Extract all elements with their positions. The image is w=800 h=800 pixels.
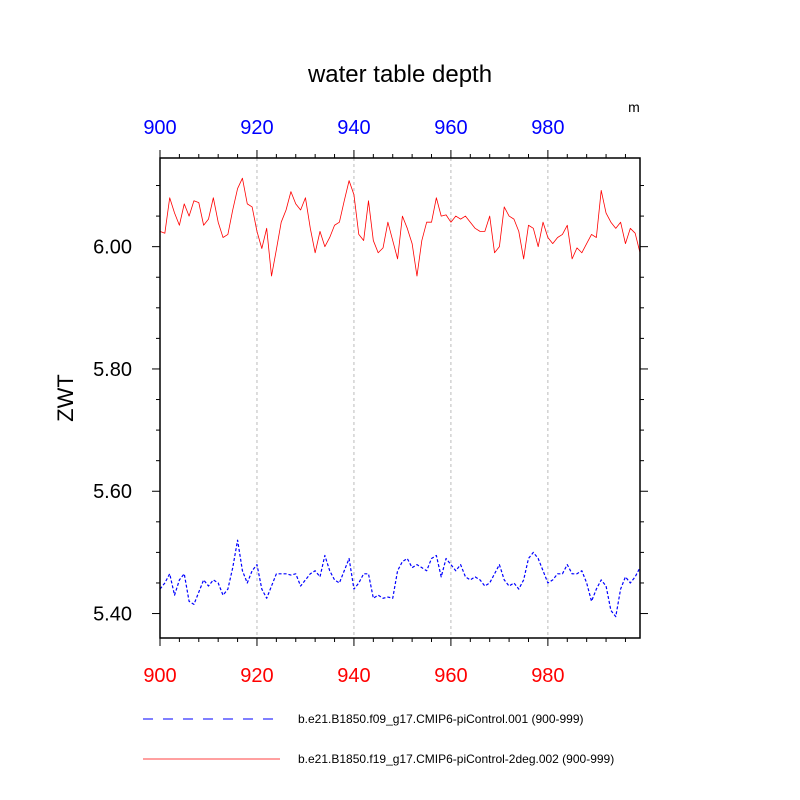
series-layer — [159, 177, 641, 618]
y-axis-label: ZWT — [53, 374, 78, 422]
y-tick-label: 5.60 — [93, 481, 132, 503]
x-tick-label-bottom: 900 — [143, 665, 176, 687]
plot-frame — [159, 157, 641, 639]
axis-ticks — [152, 150, 648, 646]
y-tick-label: 5.80 — [93, 359, 132, 381]
chart-title: water table depth — [307, 61, 492, 88]
units-label: m — [628, 99, 640, 115]
legend-label-series-1: b.e21.B1850.f09_g17.CMIP6-piControl.001 … — [298, 712, 584, 726]
x-tick-label-bottom: 960 — [434, 665, 467, 687]
axis-tick-labels: 900 900 920 920 940 940 960 960 980 980 5.40 5.60 5.… — [93, 117, 565, 687]
grid-lines — [256, 158, 549, 638]
x-tick-label-top: 980 — [531, 117, 564, 139]
x-tick-label-bottom: 940 — [337, 665, 370, 687]
x-tick-label-bottom: 920 — [240, 665, 273, 687]
x-tick-label-bottom: 980 — [531, 665, 564, 687]
x-tick-label-top: 920 — [240, 117, 273, 139]
series-line-2 — [159, 177, 641, 277]
legend: b.e21.B1850.f09_g17.CMIP6-piControl.001 … — [143, 712, 614, 766]
x-tick-label-top: 960 — [434, 117, 467, 139]
legend-label-series-2: b.e21.B1850.f19_g17.CMIP6-piControl-2deg… — [298, 752, 614, 766]
y-tick-label: 5.40 — [93, 604, 132, 626]
y-tick-label: 6.00 — [93, 237, 132, 259]
x-tick-label-top: 940 — [337, 117, 370, 139]
series-line-1 — [159, 539, 641, 618]
x-tick-label-top: 900 — [143, 117, 176, 139]
